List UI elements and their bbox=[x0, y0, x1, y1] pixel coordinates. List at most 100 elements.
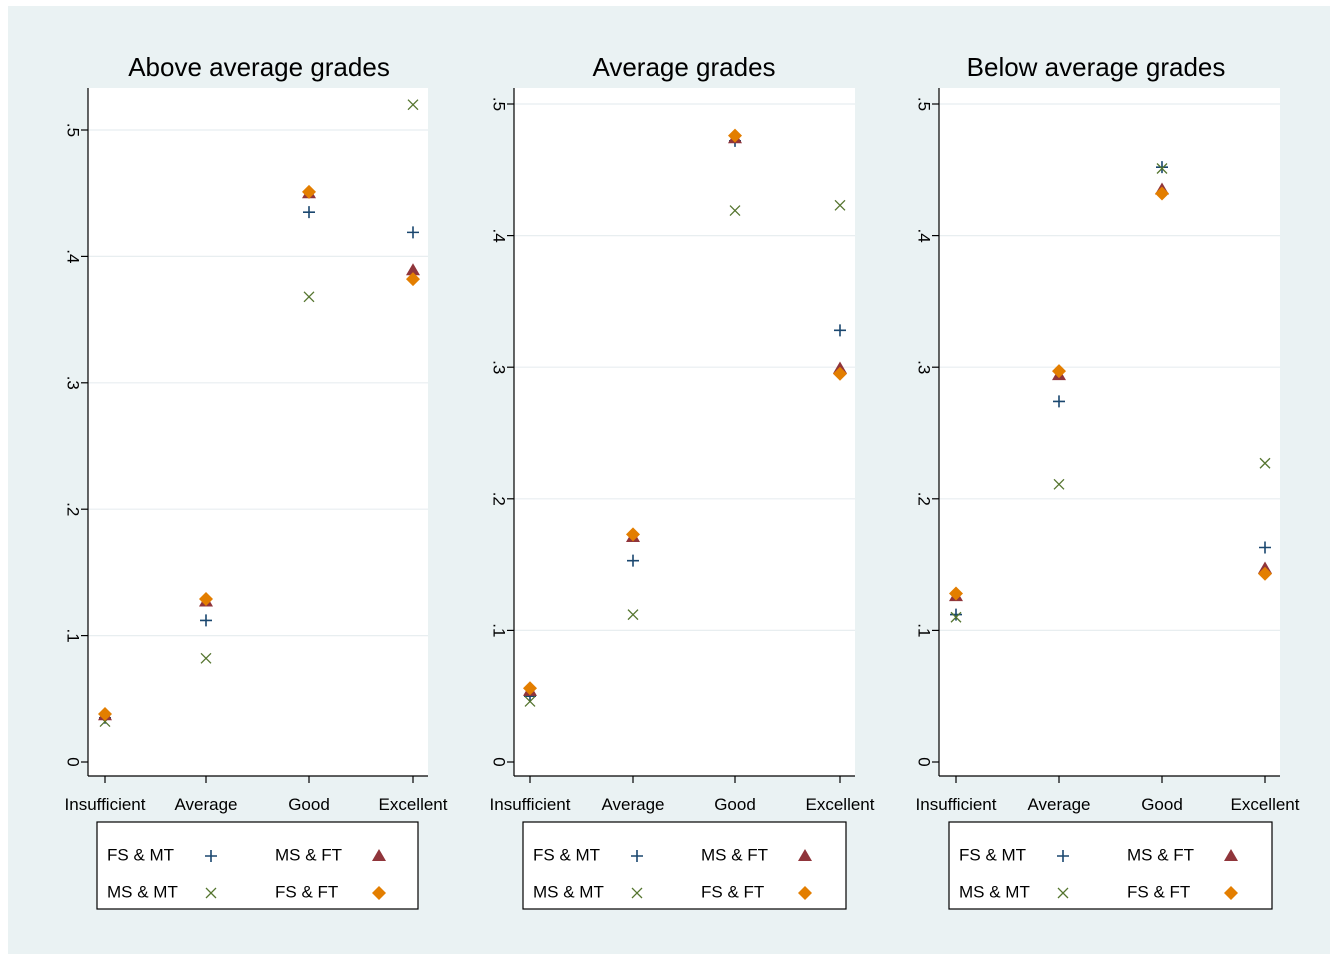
x-tick-label: Insufficient bbox=[916, 795, 997, 814]
x-tick-label: Good bbox=[714, 795, 756, 814]
plot-area bbox=[939, 88, 1280, 776]
x-tick-label: Average bbox=[174, 795, 237, 814]
y-tick-label: 0 bbox=[915, 757, 934, 766]
legend-label: FS & MT bbox=[107, 845, 174, 864]
legend-label: MS & FT bbox=[701, 845, 768, 864]
legend-label: FS & MT bbox=[959, 845, 1026, 864]
panel-3: 0 .1 .2 .3 .4 .5 Insufficient Average Good Excell… bbox=[915, 52, 1300, 910]
legend-label: MS & MT bbox=[107, 882, 178, 901]
point-ms-and-mt bbox=[729, 205, 741, 217]
panel-title: Average grades bbox=[592, 52, 775, 82]
y-tick-label: 0 bbox=[64, 757, 83, 766]
x-tick-label: Good bbox=[1141, 795, 1183, 814]
point-fs-and-mt bbox=[303, 206, 315, 219]
point-fs-and-mt bbox=[950, 608, 962, 621]
legend-marker-ms-and-mt bbox=[205, 887, 217, 899]
figure-background: 0 .1 .2 .3 .4 .5 Insufficient Average Good Excell… bbox=[8, 6, 1330, 954]
x-tick-label: Insufficient bbox=[65, 795, 146, 814]
point-fs-and-ft bbox=[1155, 186, 1169, 201]
legend-label: FS & FT bbox=[1127, 882, 1190, 901]
legend-marker-ms-and-ft bbox=[372, 849, 386, 861]
legend-box bbox=[948, 821, 1273, 910]
point-ms-and-mt bbox=[1156, 163, 1168, 174]
y-tick-label: .4 bbox=[490, 229, 509, 243]
point-fs-and-ft bbox=[523, 681, 537, 696]
y-tick-label: .2 bbox=[64, 502, 83, 516]
legend-marker-fs-and-mt bbox=[631, 850, 643, 862]
legend-marker-ms-and-ft bbox=[798, 849, 812, 861]
legend-label: MS & MT bbox=[959, 882, 1030, 901]
point-fs-and-mt bbox=[834, 324, 846, 337]
chart-svg: 0 .1 .2 .3 .4 .5 Insufficient Average Good Excell… bbox=[64, 52, 1300, 910]
legend-marker-fs-and-ft bbox=[372, 886, 386, 900]
legend-label: FS & FT bbox=[701, 882, 764, 901]
y-tick-label: .5 bbox=[490, 97, 509, 111]
x-tick-label: Excellent bbox=[1231, 795, 1300, 814]
point-fs-and-ft bbox=[1258, 566, 1272, 581]
plot-area bbox=[514, 88, 855, 776]
legend-label: MS & MT bbox=[533, 882, 604, 901]
x-tick-label: Average bbox=[1027, 795, 1090, 814]
point-fs-and-mt bbox=[200, 614, 212, 627]
point-fs-and-ft bbox=[199, 591, 213, 606]
point-ms-and-mt bbox=[627, 609, 639, 621]
x-tick-label: Good bbox=[288, 795, 330, 814]
point-fs-and-ft bbox=[949, 586, 963, 601]
point-ms-and-mt bbox=[1053, 478, 1065, 490]
legend-marker-fs-and-mt bbox=[205, 850, 217, 862]
point-ms-and-mt bbox=[200, 652, 212, 664]
point-fs-and-mt bbox=[1053, 395, 1065, 408]
legend-marker-ms-and-mt bbox=[1057, 887, 1069, 899]
point-fs-and-ft bbox=[1052, 364, 1066, 379]
y-tick-label: .3 bbox=[64, 376, 83, 390]
legend-label: FS & FT bbox=[275, 882, 338, 901]
panel-1: 0 .1 .2 .3 .4 .5 Insufficient Average Good Excell… bbox=[64, 52, 448, 910]
x-tick-label: Excellent bbox=[806, 795, 875, 814]
legend-box bbox=[522, 821, 847, 910]
legend-box bbox=[96, 821, 419, 910]
point-ms-and-mt bbox=[407, 99, 419, 111]
panel-2: 0 .1 .2 .3 .4 .5 Insufficient Average Good Excell… bbox=[490, 52, 875, 910]
panel-title: Below average grades bbox=[967, 52, 1226, 82]
panel-title: Above average grades bbox=[128, 52, 390, 82]
point-ms-and-mt bbox=[950, 611, 962, 623]
y-tick-label: .2 bbox=[490, 492, 509, 506]
x-tick-label: Excellent bbox=[379, 795, 448, 814]
y-tick-label: .1 bbox=[915, 623, 934, 637]
point-fs-and-ft bbox=[833, 366, 847, 381]
y-tick-label: .1 bbox=[490, 623, 509, 637]
legend-label: FS & MT bbox=[533, 845, 600, 864]
legend-marker-fs-and-ft bbox=[1224, 886, 1238, 900]
point-ms-and-mt bbox=[834, 199, 846, 211]
x-tick-label: Average bbox=[601, 795, 664, 814]
y-tick-label: 0 bbox=[490, 757, 509, 766]
point-fs-and-ft bbox=[98, 706, 112, 721]
point-ms-and-mt bbox=[1259, 457, 1271, 469]
plot-area bbox=[88, 88, 428, 776]
legend-label: MS & FT bbox=[1127, 845, 1194, 864]
x-tick-label: Insufficient bbox=[490, 795, 571, 814]
y-tick-label: .5 bbox=[915, 97, 934, 111]
point-ms-and-mt bbox=[303, 291, 315, 303]
y-tick-label: .3 bbox=[915, 360, 934, 374]
y-tick-label: .5 bbox=[64, 123, 83, 137]
legend-label: MS & FT bbox=[275, 845, 342, 864]
point-fs-and-ft bbox=[406, 272, 420, 287]
legend-marker-fs-and-ft bbox=[798, 886, 812, 900]
y-tick-label: .2 bbox=[915, 492, 934, 506]
point-fs-and-mt bbox=[407, 226, 419, 239]
point-fs-and-ft bbox=[626, 527, 640, 542]
legend-marker-ms-and-mt bbox=[631, 887, 643, 899]
point-ms-and-mt bbox=[524, 696, 536, 707]
point-fs-and-mt bbox=[627, 554, 639, 567]
y-tick-label: .4 bbox=[915, 229, 934, 243]
point-fs-and-mt bbox=[1259, 541, 1271, 554]
legend-marker-fs-and-mt bbox=[1057, 850, 1069, 862]
point-fs-and-ft bbox=[728, 128, 742, 143]
point-fs-and-mt bbox=[1156, 161, 1168, 174]
y-tick-label: .1 bbox=[64, 629, 83, 643]
y-tick-label: .3 bbox=[490, 360, 509, 374]
legend-marker-ms-and-ft bbox=[1224, 849, 1238, 861]
y-tick-label: .4 bbox=[64, 249, 83, 263]
point-ms-and-ft bbox=[406, 263, 420, 276]
